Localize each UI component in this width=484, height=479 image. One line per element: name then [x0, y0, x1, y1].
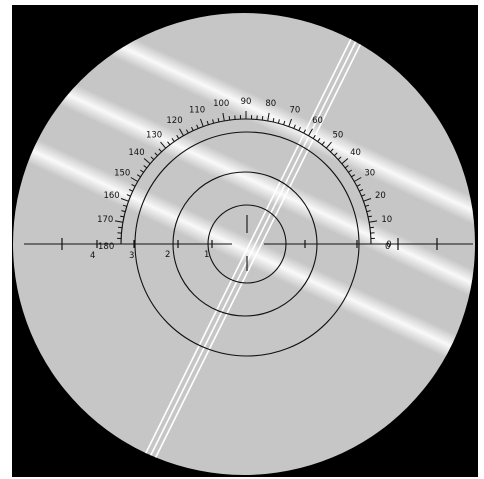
- protractor-minor-tick: [217, 117, 220, 123]
- protractor-major-tick: [369, 220, 378, 223]
- protractor-minor-tick: [337, 156, 342, 160]
- protractor-minor-tick: [228, 116, 231, 121]
- protractor-minor-tick: [150, 156, 155, 160]
- bright-parallel-lines: [134, 34, 364, 475]
- protractor-minor-tick: [154, 152, 158, 156]
- angle-label-110: 110: [189, 106, 205, 116]
- protractor-major-tick: [267, 112, 270, 121]
- protractor-minor-tick: [303, 129, 307, 134]
- protractor-minor-tick: [131, 183, 136, 187]
- protractor-minor-tick: [196, 124, 199, 129]
- protractor-minor-tick: [367, 215, 373, 218]
- protractor-major-tick: [114, 220, 123, 223]
- scale-label-1: 1: [204, 250, 209, 260]
- angle-label-170: 170: [97, 215, 113, 225]
- protractor-minor-tick: [185, 129, 189, 134]
- protractor-minor-tick: [365, 204, 370, 207]
- protractor-minor-tick: [121, 210, 126, 213]
- angle-label-60: 60: [312, 116, 323, 126]
- angle-label-0: 0: [386, 240, 391, 250]
- protractor-minor-tick: [277, 119, 280, 124]
- angle-label-90: 90: [241, 97, 252, 107]
- protractor-ticks: [113, 111, 379, 245]
- protractor-major-tick: [325, 141, 332, 149]
- protractor-minor-tick: [212, 119, 215, 124]
- protractor-minor-tick: [330, 148, 334, 153]
- protractor-minor-tick: [261, 116, 264, 121]
- protractor-major-tick: [130, 177, 138, 182]
- protractor-arc: [120, 118, 372, 245]
- protractor-minor-tick: [118, 226, 123, 229]
- protractor-minor-tick: [171, 138, 175, 142]
- protractor-major-tick: [222, 112, 225, 121]
- protractor-minor-tick: [136, 174, 141, 178]
- protractor-minor-tick: [176, 134, 180, 139]
- angle-label-40: 40: [350, 148, 361, 158]
- protractor-minor-tick: [359, 189, 364, 192]
- protractor-major-tick: [179, 128, 184, 136]
- protractor-minor-tick: [334, 152, 338, 156]
- angle-label-130: 130: [146, 131, 162, 141]
- protractor-minor-tick: [298, 126, 301, 131]
- protractor-minor-tick: [369, 226, 374, 229]
- protractor-minor-tick: [317, 138, 321, 142]
- scale-label-3: 3: [129, 251, 134, 261]
- protractor-minor-tick: [122, 204, 127, 207]
- protractor-minor-tick: [348, 169, 352, 173]
- protractor-minor-tick: [321, 141, 325, 146]
- protractor-major-tick: [143, 158, 151, 165]
- protractor-major-tick: [200, 118, 204, 127]
- protractor-minor-tick: [272, 117, 275, 123]
- scale-label-180: 180: [98, 242, 114, 252]
- scale-label-2: 2: [165, 250, 170, 260]
- protractor-minor-tick: [158, 148, 162, 153]
- protractor-minor-tick: [140, 169, 144, 173]
- protractor-major-tick: [341, 158, 349, 165]
- protractor-minor-tick: [167, 141, 171, 146]
- angle-label-50: 50: [332, 131, 343, 141]
- protractor-major-tick: [288, 118, 292, 127]
- protractor-minor-tick: [126, 194, 131, 197]
- protractor-minor-tick: [356, 183, 361, 187]
- protractor-minor-tick: [293, 124, 296, 129]
- angle-label-10: 10: [381, 215, 392, 225]
- protractor-minor-tick: [206, 120, 209, 125]
- protractor-major-tick: [308, 128, 313, 136]
- protractor-minor-tick: [128, 189, 133, 192]
- angle-label-160: 160: [103, 191, 119, 201]
- angle-label-140: 140: [128, 148, 144, 158]
- protractor-major-tick: [120, 198, 129, 202]
- protractor-minor-tick: [119, 215, 125, 218]
- angle-label-80: 80: [265, 99, 276, 109]
- scale-label-0: 0: [385, 242, 390, 252]
- protractor-minor-tick: [351, 174, 356, 178]
- protractor-minor-tick: [366, 210, 371, 213]
- angle-label-20: 20: [375, 191, 386, 201]
- angle-label-100: 100: [213, 99, 229, 109]
- protractor-minor-tick: [312, 134, 316, 139]
- protractor-major-tick: [363, 198, 372, 202]
- protractor-minor-tick: [191, 126, 194, 131]
- scale-label-4: 4: [90, 251, 95, 261]
- horizontal-scale-ticks: [61, 238, 438, 250]
- protractor-minor-tick: [361, 194, 366, 197]
- protractor-major-tick: [160, 141, 167, 149]
- angle-label-120: 120: [166, 116, 182, 126]
- angle-label-30: 30: [364, 169, 375, 179]
- horizontal-scale-labels: 4 3 2 1 0 180: [90, 242, 390, 261]
- protractor-major-tick: [354, 177, 362, 182]
- fringe-band: [13, 70, 475, 432]
- angle-label-150: 150: [114, 169, 130, 179]
- protractor-minor-tick: [344, 165, 349, 169]
- angle-label-70: 70: [289, 106, 300, 116]
- protractor-minor-tick: [283, 120, 286, 125]
- reticle: [24, 111, 473, 357]
- protractor-minor-tick: [143, 165, 148, 169]
